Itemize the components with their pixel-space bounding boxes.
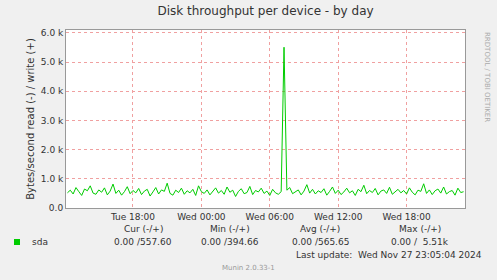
svg-text:0.00 /557.60: 0.00 /557.60: [114, 237, 172, 247]
svg-text:1.0 k: 1.0 k: [41, 174, 64, 184]
svg-text:0.00 /394.66: 0.00 /394.66: [201, 237, 259, 247]
svg-text:Avg (-/+): Avg (-/+): [300, 224, 340, 234]
svg-text:Tue 18:00: Tue 18:00: [110, 212, 155, 222]
svg-text:Wed 18:00: Wed 18:00: [382, 212, 431, 222]
svg-text:Munin 2.0.33-1: Munin 2.0.33-1: [222, 264, 275, 272]
svg-text:RRDTOOL / TOBI OETIKER: RRDTOOL / TOBI OETIKER: [483, 32, 491, 122]
svg-text:Cur (-/+): Cur (-/+): [124, 224, 163, 234]
svg-text:Wed 06:00: Wed 06:00: [246, 212, 295, 222]
svg-text:0.00 / 5.51k: 0.00 / 5.51k: [391, 237, 449, 247]
svg-text:Min (-/+): Min (-/+): [210, 224, 250, 234]
svg-text:2.0 k: 2.0 k: [41, 145, 64, 155]
svg-text:Wed 12:00: Wed 12:00: [314, 212, 363, 222]
svg-text:4.0 k: 4.0 k: [41, 86, 64, 96]
svg-text:sda: sda: [32, 237, 48, 247]
svg-text:Last update: Wed Nov 27 23:05: Last update: Wed Nov 27 23:05:04 2024: [296, 250, 482, 260]
svg-text:Max (-/+): Max (-/+): [399, 224, 441, 234]
svg-text:3.0 k: 3.0 k: [41, 116, 64, 126]
svg-text:5.0 k: 5.0 k: [41, 57, 64, 67]
svg-text:0.00 /565.65: 0.00 /565.65: [292, 237, 349, 247]
svg-text:Disk throughput per device - b: Disk throughput per device - by day: [157, 4, 373, 18]
svg-text:Bytes/second read (-) / write: Bytes/second read (-) / write (+): [25, 38, 36, 200]
svg-text:6.0 k: 6.0 k: [41, 28, 64, 38]
svg-text:0.0: 0.0: [49, 203, 64, 213]
svg-text:Wed 00:00: Wed 00:00: [177, 212, 226, 222]
